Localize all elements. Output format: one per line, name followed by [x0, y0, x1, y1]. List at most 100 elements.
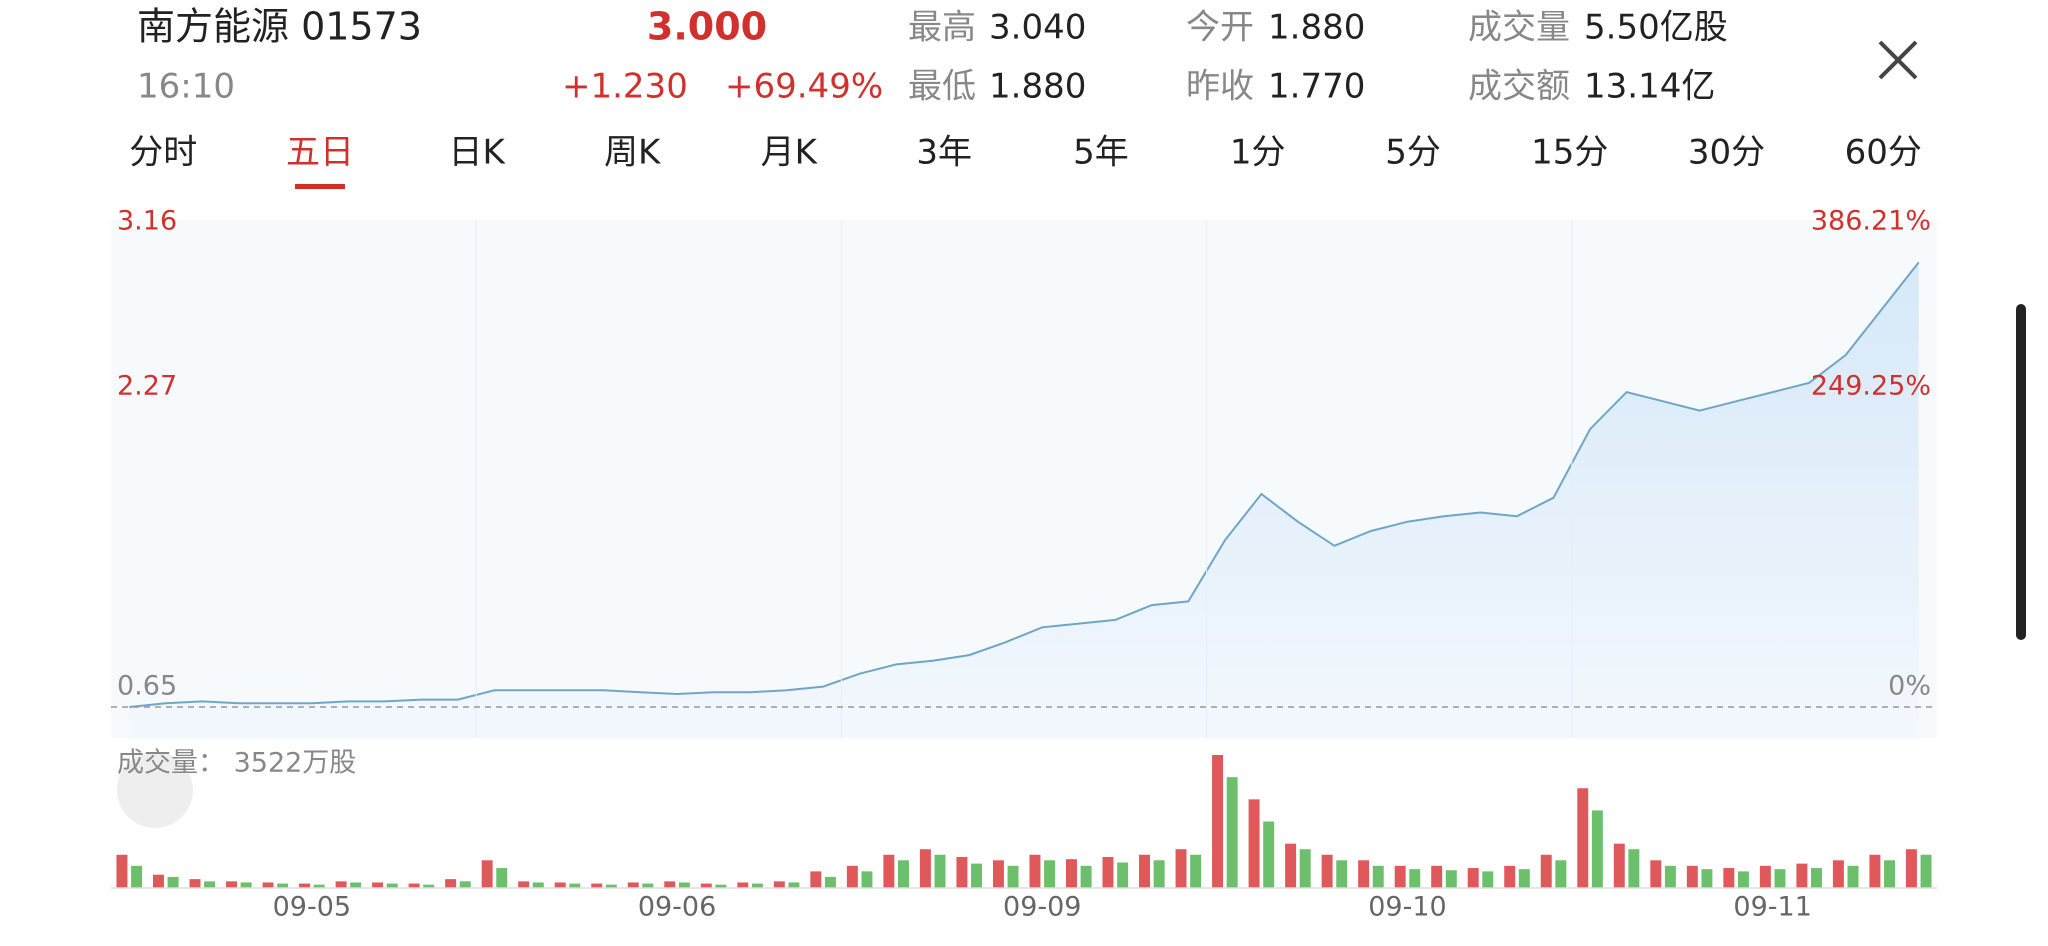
change-pct: +69.49% — [725, 67, 883, 107]
volume-bar — [715, 884, 727, 888]
tab[interactable]: 日K — [449, 133, 507, 173]
volume-bar — [240, 882, 252, 888]
volume-bar — [1175, 849, 1187, 888]
stat-label: 最低 — [908, 67, 976, 107]
tab[interactable]: 30分 — [1688, 133, 1765, 173]
volume-bar — [1664, 865, 1676, 888]
volume-bar — [591, 883, 603, 888]
volume-bar — [1482, 871, 1494, 888]
volume-bar — [350, 882, 362, 888]
tab[interactable]: 15分 — [1531, 133, 1608, 173]
volume-bar — [1737, 871, 1749, 888]
volume-bar — [496, 868, 508, 888]
volume-bar — [824, 876, 836, 888]
volume-bar — [1212, 755, 1224, 888]
volume-bar — [1080, 865, 1092, 888]
tab[interactable]: 5年 — [1073, 133, 1129, 173]
x-tick-label: 09-11 — [1733, 892, 1811, 923]
stat-value: 13.14亿 — [1584, 67, 1715, 107]
change: +1.230 — [562, 67, 688, 107]
stat-label: 成交量 — [1468, 8, 1570, 48]
volume-bar — [1372, 865, 1384, 888]
volume-bar — [189, 879, 201, 888]
volume-bar — [226, 881, 237, 888]
volume-bar — [992, 860, 1004, 888]
volume-bar — [532, 882, 544, 888]
volume-bar — [1117, 862, 1129, 888]
volume-bar — [1409, 869, 1421, 888]
close-button[interactable] — [1878, 40, 1918, 80]
volume-bar — [1686, 865, 1698, 888]
tab[interactable]: 月K — [761, 133, 819, 173]
volume-bar — [1628, 849, 1640, 888]
volume-bar — [810, 871, 822, 888]
stat-label: 成交额 — [1468, 67, 1570, 107]
volume-bar — [1811, 868, 1822, 888]
y2-tick-label: 249.25% — [1811, 370, 1931, 401]
volume-bar — [1723, 868, 1735, 888]
volume-bar — [700, 883, 712, 888]
volume-bar — [1577, 788, 1589, 888]
volume-bar — [1336, 860, 1348, 888]
volume-bar — [956, 856, 968, 888]
volume-bar — [335, 881, 347, 888]
y2-tick-label: 386.21% — [1811, 206, 1931, 237]
stat-value: 3.040 — [989, 8, 1086, 48]
y2-tick-label: 0% — [1888, 671, 1931, 702]
volume-bar — [678, 882, 690, 888]
tab[interactable]: 3年 — [916, 133, 972, 173]
stat-label: 今开 — [1186, 8, 1254, 48]
volume-bar — [1029, 854, 1041, 888]
volume-bar — [1555, 860, 1567, 888]
volume-bar — [1285, 843, 1297, 888]
volume-label: 成交量： 3522万股 — [117, 748, 356, 779]
y-tick-label: 2.27 — [117, 370, 177, 401]
refresh-button[interactable] — [117, 752, 193, 828]
volume-bar — [1884, 860, 1896, 888]
volume-bar — [1613, 843, 1625, 888]
volume-bar — [642, 883, 654, 888]
volume-bar — [1226, 777, 1238, 888]
volume-bar — [1299, 849, 1311, 888]
volume-bar — [1102, 856, 1114, 888]
volume-bar — [1321, 854, 1333, 888]
stat-value: 1.880 — [989, 67, 1086, 107]
volume-bar — [898, 860, 909, 888]
volume-bar — [1431, 865, 1443, 888]
volume-bar — [299, 883, 311, 888]
stat-value: 5.50亿股 — [1584, 8, 1728, 48]
tab[interactable]: 60分 — [1845, 133, 1922, 173]
volume-bar — [1394, 865, 1406, 888]
volume-bar — [408, 883, 420, 888]
volume-bar — [788, 882, 800, 888]
volume-bar — [204, 881, 216, 888]
volume-bar — [1774, 869, 1786, 888]
tab[interactable]: 5分 — [1385, 133, 1441, 173]
volume-bar — [627, 882, 639, 888]
volume-bar — [1920, 854, 1932, 888]
price-area — [129, 262, 1919, 738]
tab[interactable]: 1分 — [1230, 133, 1286, 173]
volume-bar — [1065, 859, 1077, 888]
volume-bar — [1007, 865, 1019, 888]
tab[interactable]: 周K — [604, 133, 662, 173]
volume-bar — [1869, 854, 1881, 888]
volume-bar — [1504, 865, 1516, 888]
volume-bar — [1796, 863, 1808, 888]
volume-bar — [1263, 821, 1275, 888]
price-line — [129, 261, 1920, 708]
volume-bar — [481, 860, 493, 888]
volume-bar — [313, 884, 325, 888]
volume-bar — [1153, 860, 1165, 888]
tab[interactable]: 分时 — [129, 133, 197, 173]
tab[interactable]: 五日 — [286, 133, 354, 173]
stat-label: 昨收 — [1186, 67, 1254, 107]
volume-bar — [386, 883, 398, 888]
volume-bar — [1905, 849, 1917, 888]
volume-bar — [1358, 860, 1370, 888]
stat-label: 最高 — [908, 8, 976, 48]
volume-bar — [971, 863, 983, 888]
volume-bar — [1518, 869, 1530, 888]
x-tick-label: 09-06 — [638, 892, 716, 923]
